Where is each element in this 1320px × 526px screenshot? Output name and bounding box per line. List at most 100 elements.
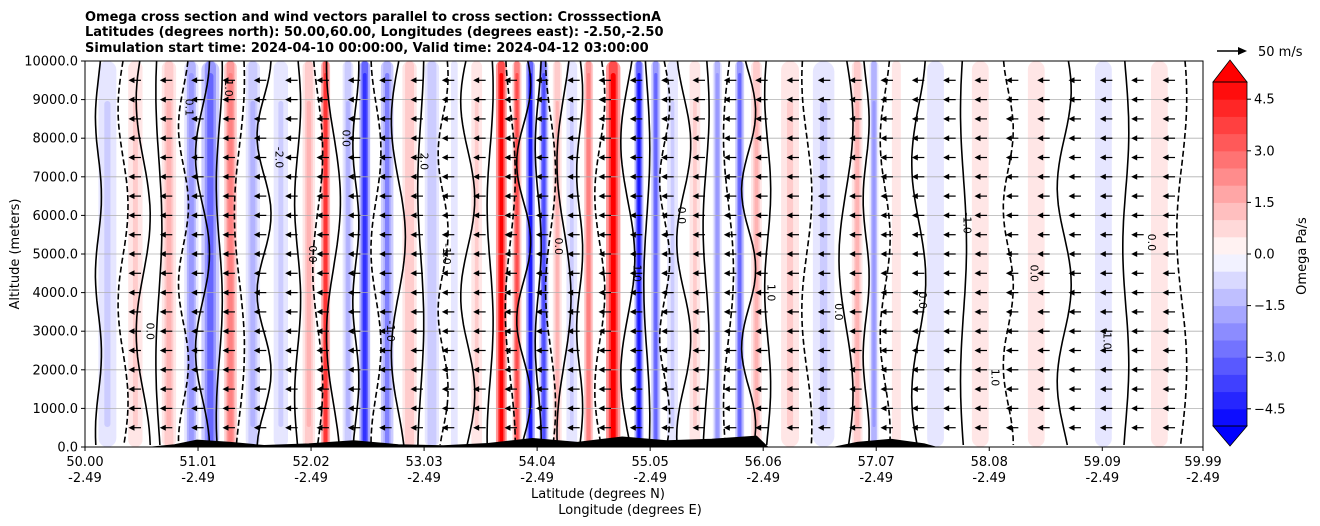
omega-band [132,101,138,427]
wind-vector-head [755,270,762,277]
wind-vector-head [974,193,981,200]
omega-band [499,73,504,447]
wind-vector-head [222,366,229,373]
wind-vector-head [629,270,636,277]
wind-vector-head [379,328,386,335]
wind-vector-head [692,328,699,335]
colorbar-segment [1213,322,1247,341]
contour-line [390,61,407,446]
wind-vector-head [661,347,668,354]
wind-vector-head [1099,424,1106,431]
contour-line [675,61,692,446]
terrain-silhouette [85,435,1203,447]
wind-vector-head [535,270,542,277]
wind-vector-head [880,115,887,122]
wind-vector-head [817,289,824,296]
omega-band [872,101,876,427]
wind-vector-head [504,115,511,122]
wind-vector-head [535,424,542,431]
wind-vector-head [911,405,918,412]
wind-vector-head [1162,115,1169,122]
wind-vector-head [755,405,762,412]
wind-vector-head [441,270,448,277]
wind-vector-head [441,328,448,335]
omega-band [654,73,658,447]
wind-vector-head [786,347,793,354]
wind-vector-head [473,77,480,84]
wind-vector-head [817,77,824,84]
wind-vector-head [191,96,198,103]
wind-vector-head [786,135,793,142]
wind-vector-head [723,231,730,238]
colorbar-segment [1213,391,1247,410]
plot-area: 0.0 0.1 1.0 -2.0 0.0 0.0 -1.0 2.0 -1.0 0.0 1.0 0.0 1… [85,61,1203,447]
wind-vector-head [755,154,762,161]
x-axis: 50.00-2.4951.01-2.4952.02-2.4953.03-2.49… [66,447,1222,486]
wind-vector-head [817,270,824,277]
wind-vector-head [191,386,198,393]
wind-vector-head [1099,115,1106,122]
wind-vector-head [598,193,605,200]
wind-vector-head [504,212,511,219]
wind-vector-head [1037,289,1044,296]
wind-vector-head [661,424,668,431]
wind-vector-head [191,308,198,315]
wind-vector-head [974,347,981,354]
wind-vector-head [441,251,448,257]
wind-vector-head [786,366,793,373]
wind-vector-head [128,212,135,219]
wind-vector-head [880,173,887,180]
wind-vector-head [191,193,198,200]
wind-vector-head [1005,115,1012,122]
y-tick-label: 6000.0 [33,209,79,224]
x-tick-label-lat: 54.04 [519,455,556,470]
wind-vector-head [1037,231,1044,238]
wind-vector-head [128,193,135,200]
wind-vector-head [1131,77,1138,84]
colorbar-tick-label: 1.5 [1254,196,1275,211]
wind-vector-head [128,366,135,373]
wind-vector-head [943,154,950,161]
wind-vector-head [880,289,887,296]
x-tick-label-lat: 58.08 [971,455,1008,470]
colorbar-extend-min [1212,425,1248,447]
wind-vector-head [1005,251,1012,257]
wind-vector-head [379,115,386,122]
contour-line [800,61,813,446]
wind-vector-head [880,231,887,238]
colorbar-segment [1213,357,1247,375]
omega-band [362,73,367,447]
wind-vector-head [1099,289,1106,296]
wind-vector-head [222,193,229,200]
contour-label: 0.1 [183,99,196,117]
colorbar-segment [1213,236,1247,255]
wind-vector-head [191,154,198,161]
x-tick-label-lat: 59.99 [1184,455,1221,470]
wind-vector-head [723,386,730,393]
wind-vector-head [723,308,730,315]
wind-vector-head [128,77,135,84]
wind-vector-head [285,347,292,354]
wind-vector-head [159,270,166,277]
contour-line [556,61,572,446]
wind-vector-head [567,212,574,219]
wind-vector-head [849,366,856,373]
wind-vector-head [191,328,198,335]
wind-vector-head [473,386,480,393]
wind-vector-head [661,154,668,161]
wind-vector-head [1068,77,1075,84]
wind-vector-head [911,135,918,142]
wind-vector-head [379,96,386,103]
colorbar-segment [1213,133,1247,152]
wind-vector-head [128,386,135,393]
x-tick-label-lat: 56.06 [745,455,782,470]
wind-vector-head [441,115,448,122]
wind-vector-head [504,328,511,335]
wind-vector-head [943,424,950,431]
wind-vector-head [1005,154,1012,161]
wind-vector-head [849,212,856,219]
wind-vector-head [880,308,887,315]
wind-vector-head [441,96,448,103]
wind-vector-head [629,193,636,200]
